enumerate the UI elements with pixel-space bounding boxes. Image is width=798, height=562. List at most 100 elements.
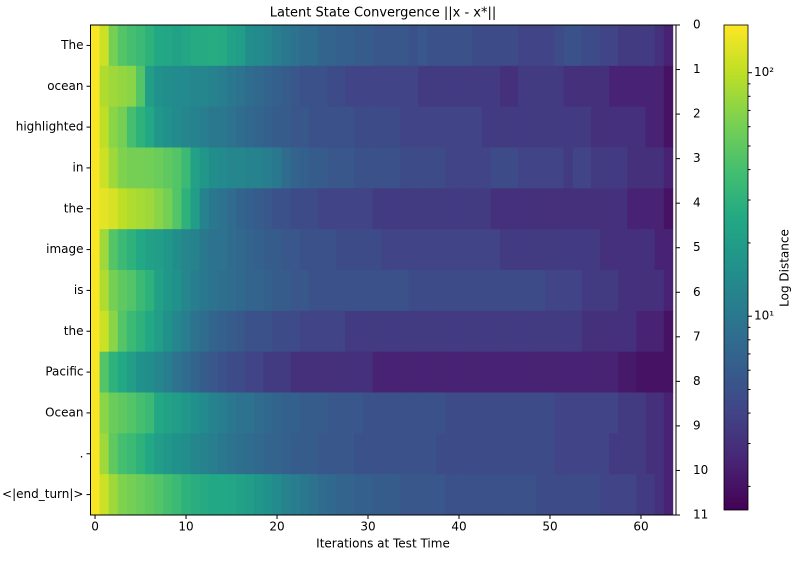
heatmap-cell <box>563 229 574 271</box>
heatmap-cell <box>563 270 574 312</box>
heatmap-cell <box>327 310 337 353</box>
heatmap-cell <box>299 474 310 516</box>
heatmap-cell <box>336 25 346 67</box>
heatmap-cell <box>481 474 492 516</box>
heatmap-cell <box>281 474 292 516</box>
heatmap-cell <box>600 25 610 67</box>
heatmap-cell <box>390 229 401 271</box>
heatmap-cell <box>263 351 273 393</box>
heatmap-cell <box>299 433 310 475</box>
heatmap-cell <box>208 474 219 516</box>
heatmap-cell <box>172 229 182 271</box>
heatmap-cell <box>181 188 191 230</box>
heatmap-cell <box>527 25 537 67</box>
heatmap-cell <box>418 270 428 312</box>
heatmap-cell <box>345 474 355 516</box>
heatmap-cell <box>427 106 437 148</box>
heatmap-cell <box>427 392 437 434</box>
heatmap-cell <box>281 65 292 108</box>
heatmap-cell <box>390 65 401 108</box>
heatmap-cell <box>472 433 483 475</box>
heatmap-cell <box>336 147 346 189</box>
heatmap-cell <box>90 229 100 271</box>
heatmap-cell <box>436 270 446 312</box>
heatmap-cell <box>436 433 446 475</box>
heatmap-cell <box>545 474 555 516</box>
heatmap-cell <box>618 25 628 67</box>
y-tick-label: image <box>46 242 83 256</box>
heatmap-cell <box>208 433 219 475</box>
heatmap-cell <box>445 106 455 148</box>
heatmap-cell <box>154 229 164 271</box>
heatmap-cell <box>390 188 401 230</box>
heatmap-cell <box>181 65 191 108</box>
heatmap-cell <box>226 65 237 108</box>
heatmap-cell <box>381 25 392 67</box>
heatmap-cell <box>545 270 555 312</box>
heatmap-cell <box>427 474 437 516</box>
heatmap-cell <box>190 270 201 312</box>
heatmap-cell <box>135 147 146 189</box>
heatmap-cell <box>354 433 364 475</box>
heatmap-cell <box>518 392 528 434</box>
heatmap-cell <box>663 25 674 67</box>
y-tick-label: is <box>74 283 84 297</box>
heatmap-cell <box>499 392 510 434</box>
heatmap-cell <box>436 25 446 67</box>
heatmap-cell <box>217 188 228 230</box>
heatmap-cell <box>272 433 282 475</box>
heatmap-cell <box>245 392 255 434</box>
heatmap-cell <box>408 65 419 108</box>
heatmap-cell <box>327 147 337 189</box>
heatmap-cell <box>454 106 464 148</box>
heatmap-cell <box>208 106 219 148</box>
heatmap-cell <box>563 474 574 516</box>
heatmap-cell <box>499 351 510 393</box>
heatmap-cell <box>99 433 110 475</box>
heatmap-cell <box>117 433 128 475</box>
heatmap-cell <box>554 392 565 434</box>
heatmap-cell <box>536 106 546 148</box>
heatmap-cell <box>618 270 628 312</box>
heatmap-cell <box>654 25 665 67</box>
heatmap-cell <box>163 433 173 475</box>
heatmap-cell <box>281 310 292 353</box>
heatmap-cell <box>272 65 282 108</box>
heatmap-cell <box>427 188 437 230</box>
heatmap-cell <box>135 188 146 230</box>
heatmap-cell <box>509 65 519 108</box>
heatmap-cell <box>536 65 546 108</box>
heatmap-cell <box>509 474 519 516</box>
heatmap-cell <box>135 310 146 353</box>
heatmap-cell <box>454 229 464 271</box>
heatmap-cell <box>317 25 328 67</box>
heatmap-cell <box>399 433 410 475</box>
heatmap-cell <box>590 392 601 434</box>
heatmap-cell <box>636 147 646 189</box>
heatmap-cell <box>272 25 282 67</box>
heatmap-cell <box>636 310 646 353</box>
heatmap-cell <box>581 106 592 148</box>
heatmap-cell <box>572 147 583 189</box>
heatmap-cell <box>527 474 537 516</box>
heatmap-cell <box>363 474 373 516</box>
heatmap-cell <box>536 433 546 475</box>
heatmap-cell <box>372 106 383 148</box>
heatmap-cell <box>618 188 628 230</box>
heatmap-cell <box>645 147 656 189</box>
heatmap-cell <box>381 106 392 148</box>
colorbar <box>723 24 749 511</box>
heatmap-cell <box>172 106 182 148</box>
heatmap-cell <box>636 474 646 516</box>
heatmap-cell <box>236 188 246 230</box>
heatmap-cell <box>336 270 346 312</box>
heatmap-cell <box>363 25 373 67</box>
heatmap-cell <box>317 433 328 475</box>
heatmap-cell <box>509 229 519 271</box>
heatmap-cell <box>245 351 255 393</box>
heatmap-cell <box>499 270 510 312</box>
heatmap-cell <box>618 310 628 353</box>
heatmap-cell <box>609 351 619 393</box>
heatmap-cell <box>145 270 155 312</box>
